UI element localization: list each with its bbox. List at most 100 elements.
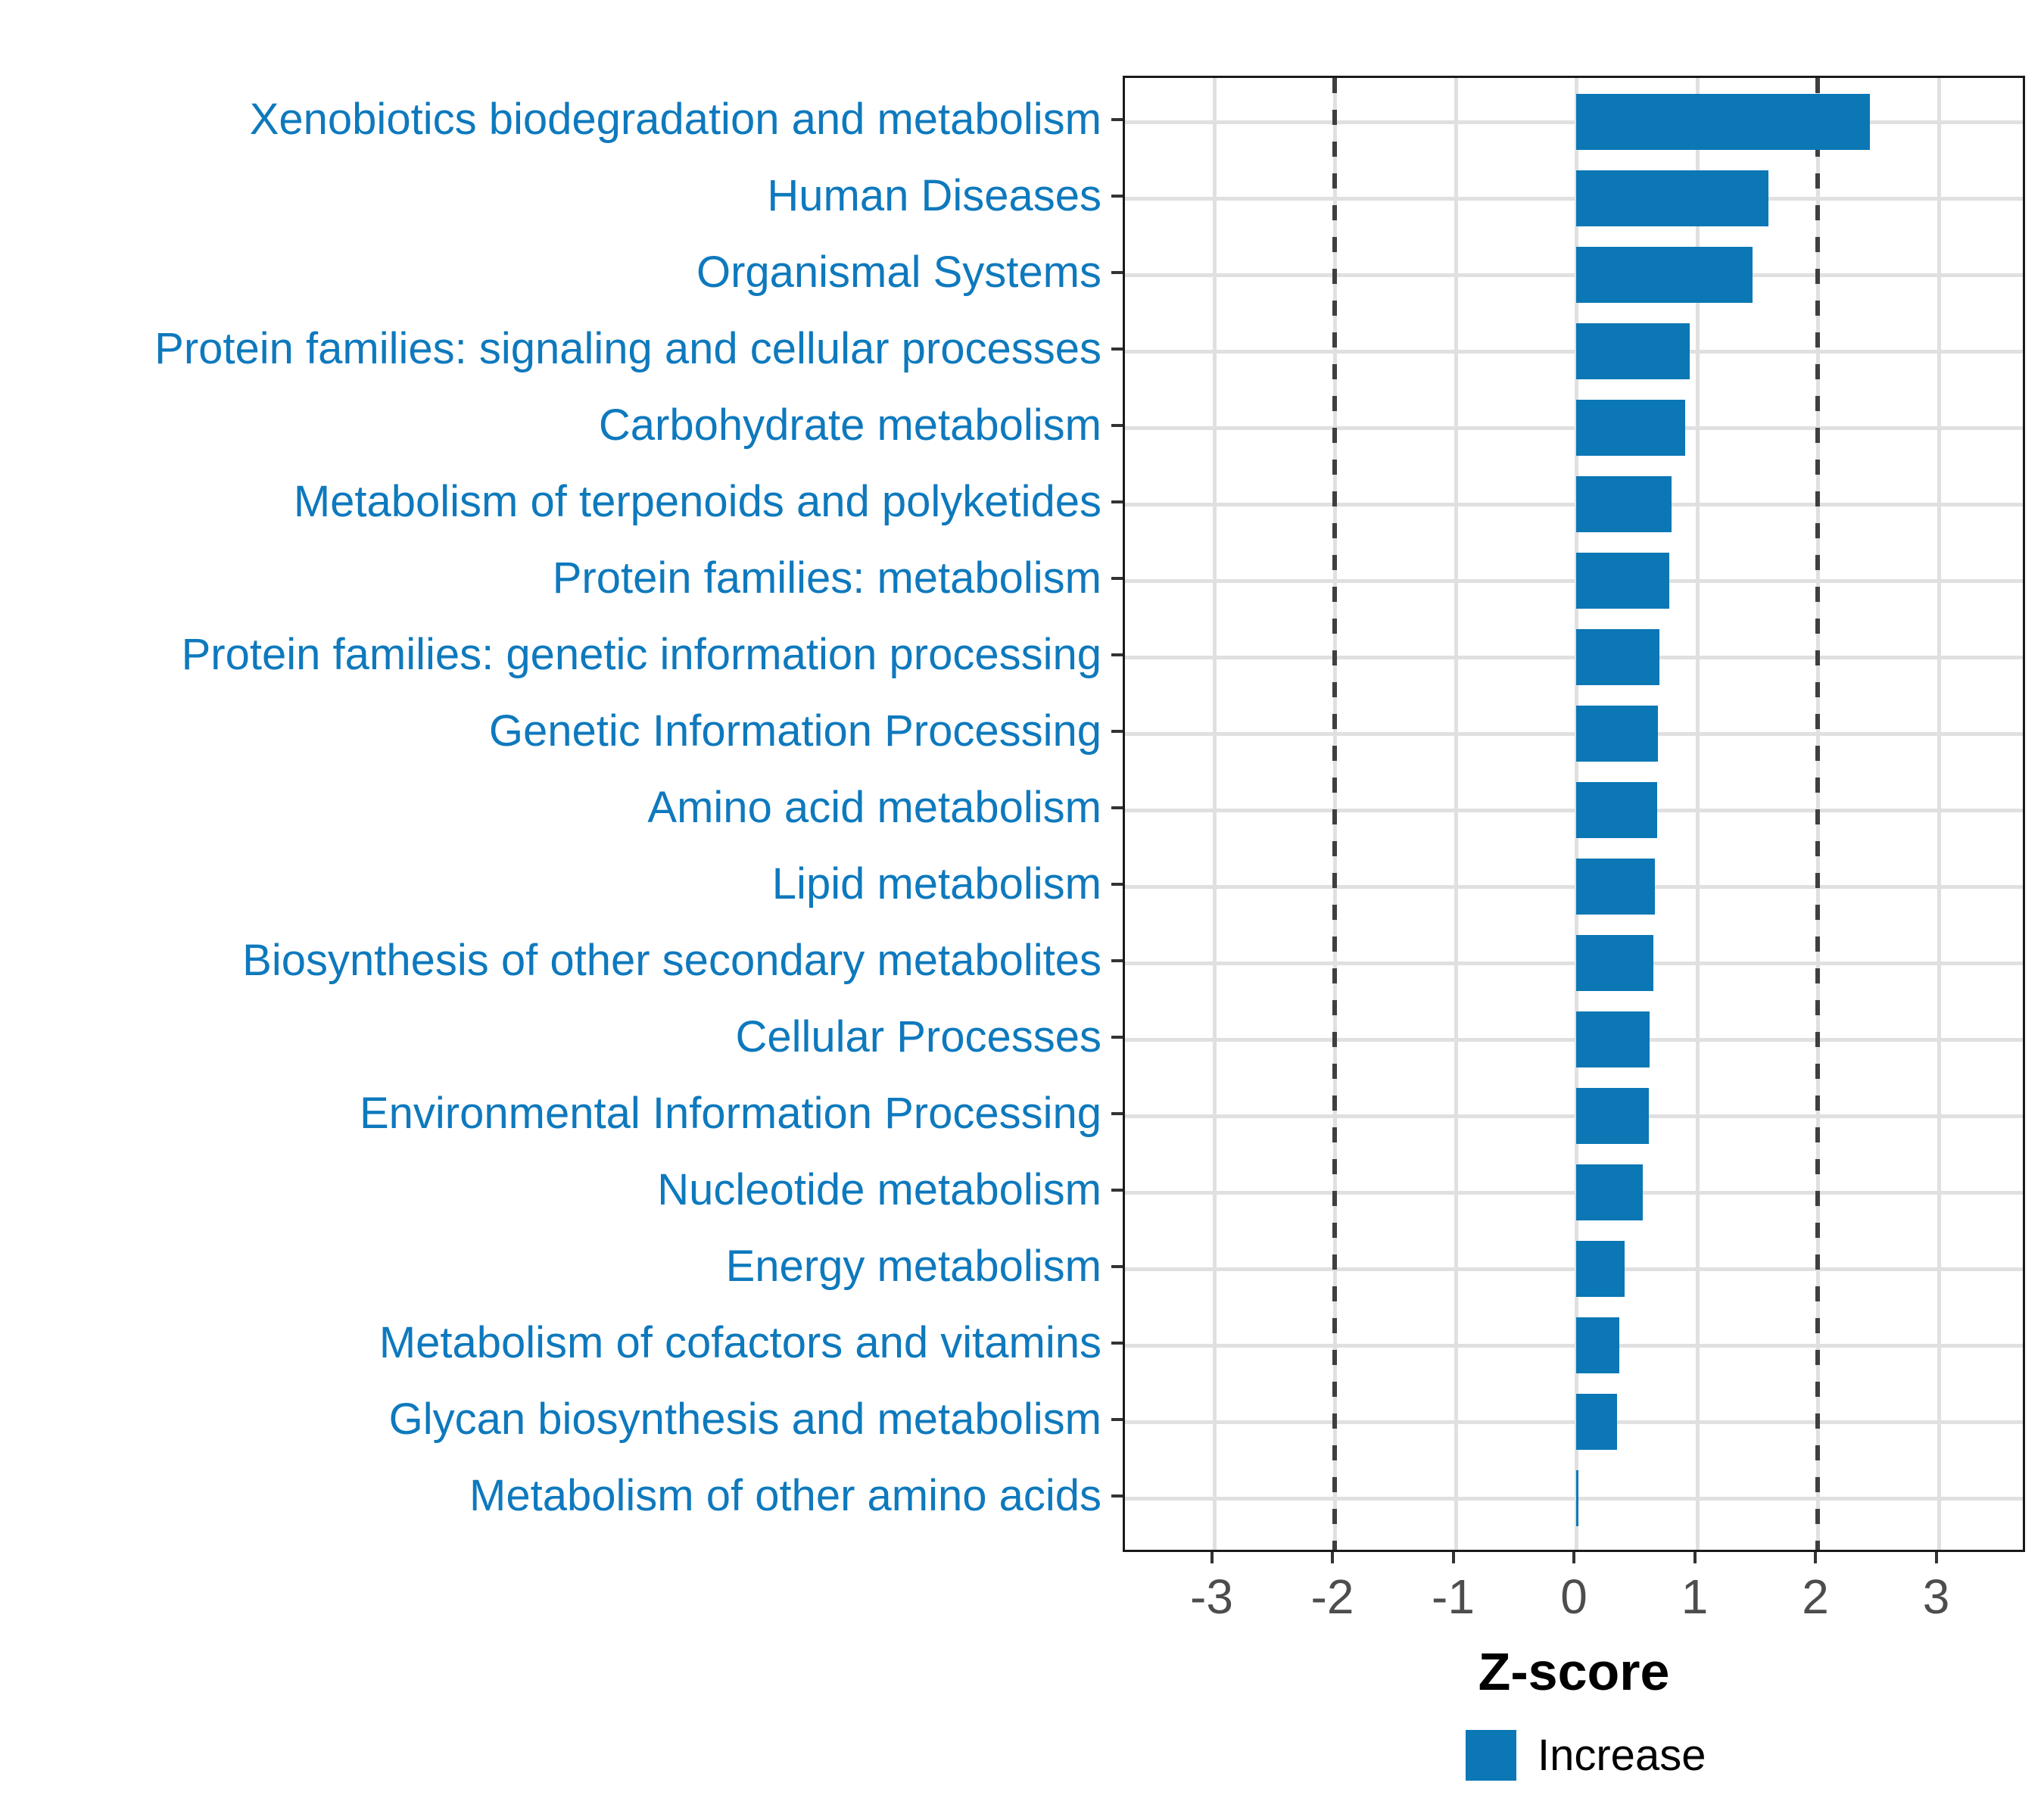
- x-tick-label: 3: [1922, 1569, 1950, 1624]
- legend-swatch-increase-icon: [1466, 1730, 1516, 1781]
- x-tick: [1934, 1552, 1938, 1563]
- bar-4: [1576, 400, 1685, 456]
- x-tick-label: -1: [1432, 1569, 1475, 1624]
- y-tick: [1111, 883, 1123, 886]
- y-tick: [1111, 500, 1123, 503]
- bar-2: [1576, 247, 1753, 303]
- y-tick: [1111, 1265, 1123, 1268]
- v-gridline: [1454, 78, 1458, 1550]
- y-tick: [1111, 348, 1123, 351]
- h-gridline: [1125, 1497, 2023, 1501]
- category-label: Human Diseases: [767, 171, 1101, 220]
- x-tick-label: 0: [1560, 1569, 1588, 1624]
- category-label: Organismal Systems: [696, 248, 1101, 297]
- h-gridline: [1125, 885, 2023, 889]
- h-gridline: [1125, 350, 2023, 354]
- h-gridline: [1125, 503, 2023, 506]
- y-tick: [1111, 1036, 1123, 1039]
- y-tick: [1111, 577, 1123, 580]
- y-tick: [1111, 653, 1123, 656]
- v-gridline: [1212, 78, 1217, 1550]
- x-tick-label: -3: [1190, 1569, 1233, 1624]
- x-axis-title: Z-score: [1478, 1642, 1670, 1701]
- category-label: Glycan biosynthesis and metabolism: [388, 1395, 1101, 1444]
- bar-9: [1576, 782, 1657, 838]
- bar-8: [1576, 706, 1659, 762]
- legend-label: Increase: [1538, 1731, 1706, 1780]
- category-label: Metabolism of terpenoids and polyketides: [293, 477, 1101, 526]
- h-gridline: [1125, 961, 2023, 965]
- bar-16: [1576, 1317, 1620, 1373]
- plot-panel: [1123, 76, 2025, 1552]
- h-gridline: [1125, 1344, 2023, 1348]
- category-label: Protein families: metabolism: [552, 553, 1101, 603]
- bar-17: [1576, 1394, 1618, 1450]
- h-gridline: [1125, 809, 2023, 812]
- h-gridline: [1125, 120, 2023, 124]
- bar-12: [1576, 1011, 1650, 1067]
- h-gridline: [1125, 1114, 2023, 1118]
- y-tick: [1111, 1418, 1123, 1421]
- bar-7: [1576, 629, 1660, 685]
- h-gridline: [1125, 579, 2023, 583]
- h-gridline: [1125, 426, 2023, 430]
- y-tick: [1111, 1342, 1123, 1345]
- y-tick: [1111, 1494, 1123, 1498]
- bar-1: [1576, 170, 1768, 226]
- bar-13: [1576, 1088, 1649, 1144]
- y-tick: [1111, 424, 1123, 427]
- bar-5: [1576, 476, 1672, 532]
- x-tick: [1572, 1552, 1575, 1563]
- category-label: Protein families: signaling and cellular…: [154, 324, 1101, 373]
- bar-3: [1576, 323, 1690, 379]
- h-gridline: [1125, 1038, 2023, 1042]
- h-gridline: [1125, 1267, 2023, 1271]
- bar-14: [1576, 1164, 1643, 1220]
- category-label: Carbohydrate metabolism: [598, 400, 1101, 450]
- y-tick: [1111, 118, 1123, 121]
- y-tick: [1111, 959, 1123, 962]
- category-label: Protein families: genetic information pr…: [181, 630, 1101, 679]
- category-label: Cellular Processes: [735, 1012, 1101, 1061]
- h-gridline: [1125, 197, 2023, 201]
- bar-15: [1576, 1241, 1625, 1297]
- bar-0: [1576, 94, 1870, 150]
- dashed-reference-line: [1815, 78, 1820, 1550]
- x-tick-label: 2: [1802, 1569, 1829, 1624]
- legend: Increase: [1466, 1730, 1706, 1781]
- x-tick: [1331, 1552, 1334, 1563]
- category-label: Lipid metabolism: [771, 859, 1101, 908]
- v-gridline: [1937, 78, 1941, 1550]
- category-label: Xenobiotics biodegradation and metabolis…: [249, 95, 1101, 144]
- h-gridline: [1125, 273, 2023, 277]
- category-label: Energy metabolism: [725, 1242, 1101, 1291]
- dashed-reference-line: [1332, 78, 1337, 1550]
- y-tick: [1111, 1189, 1123, 1192]
- y-tick: [1111, 271, 1123, 274]
- h-gridline: [1125, 656, 2023, 659]
- x-tick-label: 1: [1681, 1569, 1709, 1624]
- x-tick: [1451, 1552, 1455, 1563]
- y-tick: [1111, 730, 1123, 733]
- x-tick-label: -2: [1310, 1569, 1354, 1624]
- category-label: Environmental Information Processing: [359, 1089, 1101, 1138]
- category-label: Metabolism of cofactors and vitamins: [379, 1318, 1101, 1367]
- category-label: Amino acid metabolism: [647, 783, 1101, 832]
- x-tick: [1814, 1552, 1817, 1563]
- category-label: Nucleotide metabolism: [657, 1165, 1101, 1214]
- bar-6: [1576, 553, 1669, 609]
- bar-18: [1576, 1470, 1579, 1526]
- y-tick: [1111, 195, 1123, 198]
- y-tick: [1111, 1112, 1123, 1115]
- bar-11: [1576, 935, 1654, 991]
- v-gridline: [1695, 78, 1700, 1550]
- h-gridline: [1125, 1191, 2023, 1195]
- bar-10: [1576, 859, 1655, 915]
- x-tick: [1693, 1552, 1697, 1563]
- category-label: Genetic Information Processing: [488, 706, 1101, 756]
- h-gridline: [1125, 732, 2023, 736]
- x-tick: [1210, 1552, 1214, 1563]
- category-label: Biosynthesis of other secondary metaboli…: [242, 936, 1101, 985]
- y-tick: [1111, 806, 1123, 809]
